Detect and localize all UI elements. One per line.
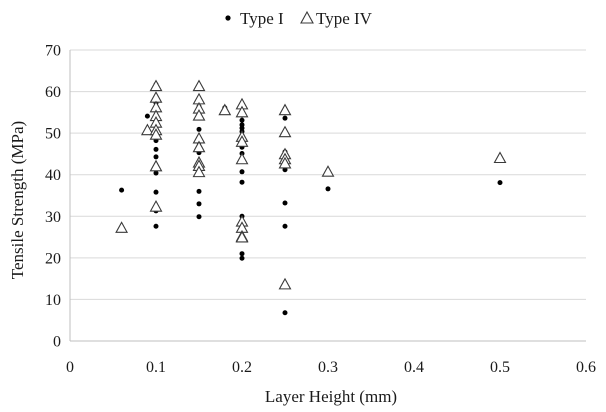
y-tick-labels: 0 10 20 30 40 50 60 70 xyxy=(45,43,61,351)
type-iv-point xyxy=(235,105,249,118)
type-i-point xyxy=(196,188,202,194)
type-i-point xyxy=(497,180,503,186)
type-i-point xyxy=(239,179,245,185)
type-i-point xyxy=(153,189,159,195)
type-iv-point xyxy=(115,221,129,233)
type-iv-point xyxy=(235,152,249,165)
y-axis-title: Tensile Strength (MPa) xyxy=(8,121,27,279)
y-tick-label: 70 xyxy=(45,43,61,60)
type-iv-point xyxy=(218,103,232,116)
x-tick-label: 0.3 xyxy=(318,359,338,376)
type-i-point xyxy=(282,167,288,173)
axes xyxy=(69,50,586,342)
type-i-point xyxy=(119,187,125,193)
type-i-point xyxy=(282,115,288,121)
type-i-point xyxy=(282,310,288,316)
type-iv-point xyxy=(149,79,163,92)
type-i-point xyxy=(282,200,288,206)
x-tick-label: 0 xyxy=(66,359,74,376)
type-iv-point xyxy=(278,125,292,138)
type-iv-point xyxy=(192,79,206,92)
y-tick-label: 0 xyxy=(53,334,61,351)
type-iv-point xyxy=(321,165,335,177)
x-axis-title: Layer Height (mm) xyxy=(265,387,397,406)
y-tick-label: 60 xyxy=(45,84,61,101)
type-i-point xyxy=(153,170,159,176)
type-i-point xyxy=(239,255,245,261)
x-tick-label: 0.6 xyxy=(576,359,596,376)
type-iv-point xyxy=(149,199,163,212)
type-iv-point xyxy=(192,140,206,153)
type-i-point xyxy=(153,154,159,160)
legend-triangle-marker xyxy=(300,10,314,24)
type-i-point xyxy=(196,126,202,132)
y-tick-label: 40 xyxy=(45,167,61,184)
x-tick-label: 0.4 xyxy=(404,359,424,376)
type-iv-point xyxy=(140,123,154,136)
legend: Type I Type IV xyxy=(225,9,373,28)
type-i-point xyxy=(196,214,202,220)
type-iv-point xyxy=(493,151,507,164)
type-iv-point xyxy=(278,103,292,116)
type-i-point xyxy=(325,186,331,192)
type-iv-point xyxy=(235,230,249,243)
y-tick-label: 30 xyxy=(45,209,61,226)
y-tick-label: 20 xyxy=(45,250,61,267)
type-i-point xyxy=(144,113,150,119)
type-i-point xyxy=(153,223,159,229)
legend-label-type-i: Type I xyxy=(240,9,284,28)
type-i-point xyxy=(239,117,245,123)
type-iv-point xyxy=(192,108,206,121)
legend-label-type-iv: Type IV xyxy=(316,9,373,28)
data-points xyxy=(115,79,507,316)
y-tick-label: 10 xyxy=(45,292,61,309)
type-i-point xyxy=(239,251,245,257)
x-tick-labels: 0 0.1 0.2 0.3 0.4 0.5 0.6 xyxy=(66,359,596,376)
y-tick-label: 50 xyxy=(45,126,61,143)
type-i-point xyxy=(239,169,245,175)
legend-dot-marker xyxy=(225,15,231,21)
type-iv-point xyxy=(278,277,292,290)
type-i-point xyxy=(153,146,159,152)
type-i-point xyxy=(196,201,202,207)
x-tick-label: 0.1 xyxy=(146,359,166,376)
x-tick-label: 0.5 xyxy=(490,359,510,376)
type-iv-point xyxy=(149,128,163,140)
type-iv-point xyxy=(278,156,292,169)
type-iv-point xyxy=(149,159,163,172)
x-tick-label: 0.2 xyxy=(232,359,252,376)
type-i-point xyxy=(282,223,288,229)
type-iv-point xyxy=(192,165,206,178)
type-iv-point xyxy=(235,135,249,147)
